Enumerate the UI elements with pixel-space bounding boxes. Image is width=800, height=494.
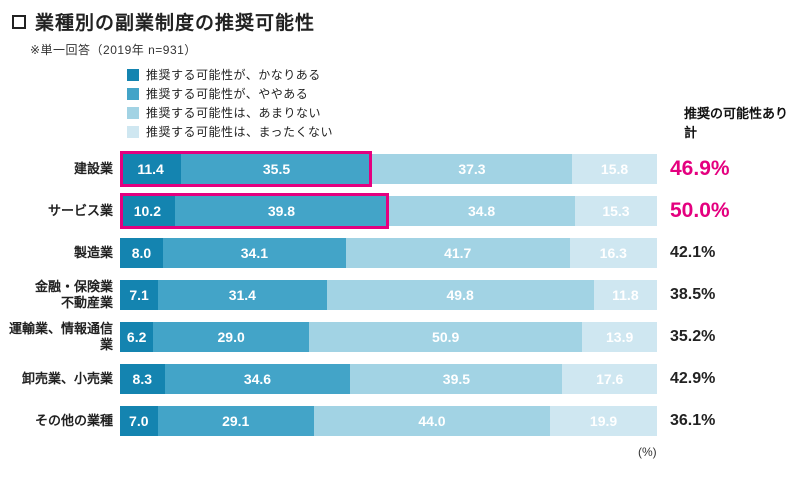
bar-segment: 39.8	[174, 196, 389, 226]
bar-segment: 7.0	[120, 406, 158, 436]
row-total: 50.0%	[670, 199, 730, 222]
bar-segment: 16.3	[569, 238, 657, 268]
total-header-line2: 計	[684, 124, 698, 140]
bar-segment: 8.0	[120, 238, 163, 268]
chart-row: サービス業 10.2 39.8 34.8 15.3 50.0%	[0, 190, 800, 232]
page-title: 業種別の副業制度の推奨可能性	[12, 8, 315, 35]
bar-segment: 10.2	[120, 196, 175, 226]
bar-segment: 19.9	[550, 406, 657, 436]
row-label: サービス業	[47, 202, 113, 218]
legend-swatch	[127, 106, 139, 119]
unit-label: (%)	[638, 445, 657, 459]
legend-swatch	[127, 125, 139, 138]
bar-segment: 44.0	[313, 406, 551, 436]
row-total: 35.2%	[670, 328, 716, 345]
row-total: 38.5%	[670, 286, 716, 303]
row-label: その他の業種	[34, 412, 113, 428]
bar-segment: 8.3	[120, 364, 165, 394]
stacked-bar: 8.3 34.6 39.5 17.6	[120, 364, 657, 394]
legend-swatch	[127, 68, 139, 81]
bar-segment: 15.3	[574, 196, 658, 226]
row-total: 42.9%	[670, 370, 716, 387]
legend-item: 推奨する可能性は、あまりない	[127, 105, 333, 120]
chart-row: 金融・保険業 不動産業 7.1 31.4 49.8 11.8 38.5%	[0, 274, 800, 316]
bar-segment: 31.4	[158, 280, 327, 310]
stacked-bar: 11.4 35.5 37.3 15.8	[120, 151, 657, 187]
row-label: 卸売業、小売業	[21, 370, 113, 386]
total-column-header: 推奨の可能性あり 計	[684, 105, 788, 143]
bar-segment: 34.1	[162, 238, 346, 268]
bar-segment: 35.5	[181, 154, 372, 184]
legend-item-label: 推奨する可能性が、かなりある	[146, 68, 321, 82]
stacked-bar: 7.0 29.1 44.0 19.9	[120, 406, 657, 436]
bar-segment: 15.8	[572, 154, 657, 184]
bar-segment: 34.8	[388, 196, 575, 226]
subtitle: ※単一回答（2019年 n=931）	[30, 43, 197, 57]
chart-row: 建設業 11.4 35.5 37.3 15.8 46.9%	[0, 148, 800, 190]
legend-item: 推奨する可能性が、かなりある	[127, 67, 333, 82]
bar-segment: 6.2	[120, 322, 154, 352]
legend-item-label: 推奨する可能性が、ややある	[146, 87, 309, 101]
total-header-line1: 推奨の可能性あり	[684, 106, 789, 121]
stacked-bar: 10.2 39.8 34.8 15.3	[120, 193, 658, 229]
legend-item: 推奨する可能性は、まったくない	[127, 124, 333, 139]
row-total: 36.1%	[670, 412, 716, 429]
bar-segment: 34.6	[164, 364, 351, 394]
bar-segment: 50.9	[309, 322, 583, 352]
legend: 推奨する可能性が、かなりある 推奨する可能性が、ややある 推奨する可能性は、あまりな…	[127, 67, 333, 139]
bar-segment: 11.8	[593, 280, 658, 310]
stacked-bar: 6.2 29.0 50.9 13.9	[120, 322, 657, 352]
bar-segment: 49.8	[326, 280, 594, 310]
chart-row: その他の業種 7.0 29.1 44.0 19.9 36.1%	[0, 400, 800, 442]
legend-item: 推奨する可能性が、ややある	[127, 86, 333, 101]
row-total: 42.1%	[670, 244, 716, 261]
chart-row: 卸売業、小売業 8.3 34.6 39.5 17.6 42.9%	[0, 358, 800, 400]
bar-segment: 29.0	[153, 322, 309, 352]
chart-row: 製造業 8.0 34.1 41.7 16.3 42.1%	[0, 232, 800, 274]
bar-segment: 13.9	[582, 322, 657, 352]
bar-segment: 39.5	[350, 364, 563, 394]
row-label: 製造業	[73, 244, 113, 260]
row-label: 運輸業、情報通信業	[8, 320, 113, 352]
bar-segment: 11.4	[120, 154, 182, 184]
title-square-icon	[12, 14, 26, 29]
legend-item-label: 推奨する可能性は、あまりない	[146, 106, 322, 120]
chart-row: 運輸業、情報通信業 6.2 29.0 50.9 13.9 35.2%	[0, 316, 800, 358]
chart-rows: 建設業 11.4 35.5 37.3 15.8 46.9% サービス業 10.2 39.8 34.…	[0, 148, 800, 442]
legend-item-label: 推奨する可能性は、まったくない	[146, 125, 334, 139]
stacked-bar: 7.1 31.4 49.8 11.8	[120, 280, 658, 310]
stacked-bar: 8.0 34.1 41.7 16.3	[120, 238, 657, 268]
bar-segment: 41.7	[345, 238, 570, 268]
bar-segment: 29.1	[157, 406, 314, 436]
bar-segment: 7.1	[120, 280, 159, 310]
legend-swatch	[127, 87, 139, 100]
row-label: 金融・保険業 不動産業	[34, 278, 113, 310]
row-label: 建設業	[73, 160, 113, 176]
title-text: 業種別の副業制度の推奨可能性	[35, 13, 316, 34]
row-total: 46.9%	[670, 157, 730, 180]
bar-segment: 17.6	[562, 364, 657, 394]
bar-segment: 37.3	[371, 154, 573, 184]
